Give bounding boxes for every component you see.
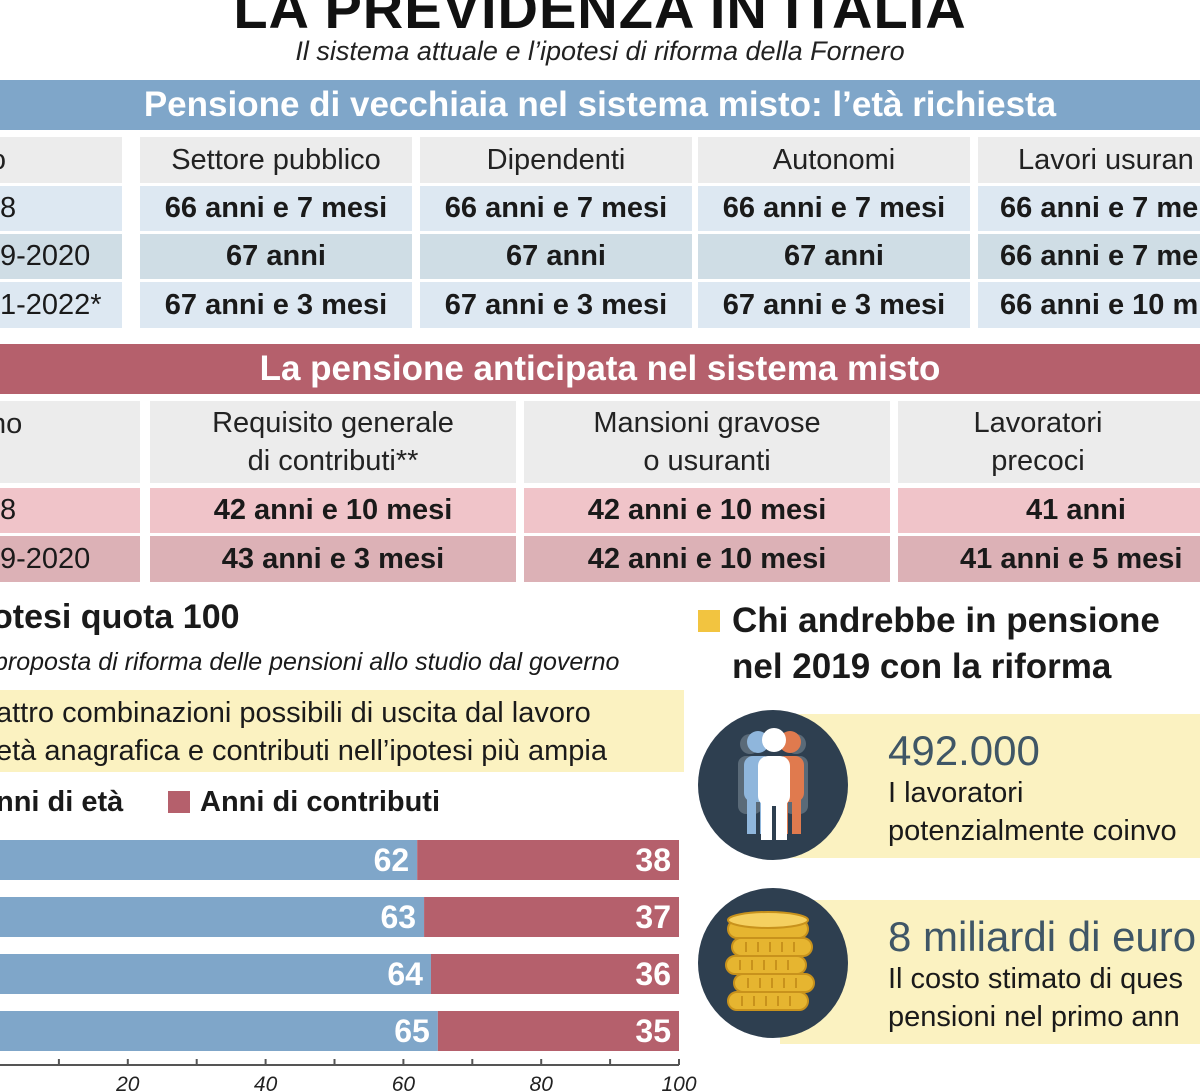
anticipata-header-1: Requisito generale di contributi**	[150, 401, 516, 483]
right-heading: Chi andrebbe in pensione nel 2019 con la…	[698, 598, 1160, 690]
anticipata-cell-r1-c2: 42 anni e 10 mesi	[524, 536, 890, 582]
vecchiaia-header-4: Lavori usuran	[978, 137, 1200, 183]
anticipata-header-1-line-1: di contributi**	[247, 445, 419, 477]
vecchiaia-header-1: Settore pubblico	[140, 137, 412, 183]
anticipata-header-3-line-1: precoci	[991, 445, 1085, 477]
bar-age-label-3: 65	[394, 1013, 430, 1049]
bar-age-label-2: 64	[387, 956, 423, 992]
vecchiaia-cell-r2-c1: 67 anni e 3 mesi	[140, 282, 412, 328]
anticipata-header-2-line-1: o usuranti	[643, 445, 771, 477]
vecchiaia-cell-r2-c4: 66 anni e 10 m	[978, 282, 1200, 328]
bar-contrib-label-3: 35	[635, 1013, 671, 1049]
anticipata-header-3-line-0: Lavoratori	[973, 407, 1103, 439]
vecchiaia-cell-r0-c3: 66 anni e 7 mesi	[698, 186, 970, 231]
legend-age: nni di età	[0, 782, 123, 822]
vecchiaia-cell-r0-c1: 66 anni e 7 mesi	[140, 186, 412, 231]
x-tick-label-100: 100	[661, 1073, 696, 1091]
quota100-title: otesi quota 100	[0, 598, 240, 636]
anticipata-header-0-line-0: no	[0, 408, 23, 440]
vecchiaia-banner: Pensione di vecchiaia nel sistema misto:…	[0, 80, 1200, 130]
card-workers-value: 492.000	[888, 727, 1040, 774]
quota100-bar-chart: 62 38 63 37 64 36 65 35 20 40 60 80 100	[0, 840, 697, 1091]
vecchiaia-header-3: Autonomi	[698, 137, 970, 183]
bar-age-1	[0, 897, 425, 937]
legend-contrib: Anni di contributi	[168, 782, 440, 822]
bar-age-label-1: 63	[380, 899, 416, 935]
right-heading-line-1: Chi andrebbe in pensione	[732, 601, 1160, 640]
bar-contrib-0	[417, 840, 679, 880]
right-heading-line-2: nel 2019 con la riforma	[732, 647, 1112, 686]
people-icon	[698, 710, 848, 860]
vecchiaia-cell-r2-c2: 67 anni e 3 mesi	[420, 282, 692, 328]
page-subtitle: Il sistema attuale e l’ipotesi di riform…	[295, 36, 905, 66]
anticipata-cell-r1-c1: 43 anni e 3 mesi	[150, 536, 516, 582]
card-cost-line-2: pensioni nel primo ann	[888, 1001, 1180, 1033]
vecchiaia-cell-r2-c3: 67 anni e 3 mesi	[698, 282, 970, 328]
anticipata-header-1-line-0: Requisito generale	[212, 407, 454, 439]
x-tick-label-80: 80	[530, 1073, 554, 1091]
anticipata-cell-r0-c3: 41 anni	[898, 488, 1200, 533]
vecchiaia-cell-r2-c0: 1-2022*	[0, 282, 122, 328]
legend-contrib-swatch	[168, 791, 190, 813]
vecchiaia-cell-r0-c4: 66 anni e 7 me	[978, 186, 1200, 231]
vecchiaia-cell-r1-c2: 67 anni	[420, 234, 692, 279]
anticipata-cell-r1-c3: 41 anni e 5 mesi	[898, 536, 1200, 582]
card-workers-line-2: potenzialmente coinvo	[888, 815, 1177, 847]
vecchiaia-header-0: no	[0, 137, 122, 183]
anticipata-cell-r0-c0: 8	[0, 488, 140, 533]
anticipata-header-2-line-0: Mansioni gravose	[593, 407, 821, 439]
x-tick-label-60: 60	[392, 1073, 416, 1091]
coins-icon	[698, 888, 848, 1038]
bar-contrib-1	[424, 897, 679, 937]
anticipata-header-2: Mansioni gravose o usuranti	[524, 401, 890, 483]
vecchiaia-cell-r1-c3: 67 anni	[698, 234, 970, 279]
vecchiaia-cell-r1-c1: 67 anni	[140, 234, 412, 279]
bar-contrib-label-0: 38	[635, 842, 671, 878]
vecchiaia-cell-r1-c0: 9-2020	[0, 234, 122, 279]
page-title: LA PREVIDENZA IN ITALIA	[233, 0, 967, 40]
vecchiaia-header-2: Dipendenti	[420, 137, 692, 183]
quota100-subtitle: proposta di riforma delle pensioni allo …	[0, 648, 620, 676]
vecchiaia-cell-r0-c2: 66 anni e 7 mesi	[420, 186, 692, 231]
legend-age-label: nni di età	[0, 785, 124, 818]
anticipata-banner: La pensione anticipata nel sistema misto	[0, 344, 1200, 394]
legend-contrib-label: Anni di contributi	[200, 785, 441, 818]
quota100-note: attro combinazioni possibili di uscita d…	[0, 690, 684, 772]
card-cost-value: 8 miliardi di euro	[888, 913, 1197, 960]
vecchiaia-cell-r0-c0: 8	[0, 186, 122, 231]
anticipata-header-3: Lavoratori precoci	[898, 401, 1200, 483]
bar-age-2	[0, 954, 431, 994]
card-cost-line-1: Il costo stimato di ques	[888, 963, 1183, 995]
bar-age-3	[0, 1011, 438, 1051]
vecchiaia-cell-r1-c4: 66 anni e 7 me	[978, 234, 1200, 279]
bar-age-label-0: 62	[374, 842, 410, 878]
card-cost: 8 miliardi di euro Il costo stimato di q…	[780, 900, 1200, 1044]
card-workers: 492.000 I lavoratori potenzialmente coin…	[780, 714, 1200, 858]
anticipata-cell-r0-c1: 42 anni e 10 mesi	[150, 488, 516, 533]
x-tick-label-40: 40	[254, 1073, 278, 1091]
bar-age-0	[0, 840, 418, 880]
quota100-note-line-1: attro combinazioni possibili di uscita d…	[0, 697, 591, 729]
x-tick-label-20: 20	[115, 1073, 140, 1091]
card-workers-line-1: I lavoratori	[888, 777, 1024, 809]
quota100-note-line-2: età anagrafica e contributi nell’ipotesi…	[0, 735, 607, 767]
bar-contrib-3	[437, 1011, 679, 1051]
anticipata-cell-r1-c0: 9-2020	[0, 536, 140, 582]
anticipata-header-0: no	[0, 401, 140, 483]
bar-contrib-label-2: 36	[635, 956, 671, 992]
heading-marker	[698, 610, 720, 632]
bar-contrib-2	[430, 954, 679, 994]
bar-contrib-label-1: 37	[635, 899, 671, 935]
anticipata-cell-r0-c2: 42 anni e 10 mesi	[524, 488, 890, 533]
